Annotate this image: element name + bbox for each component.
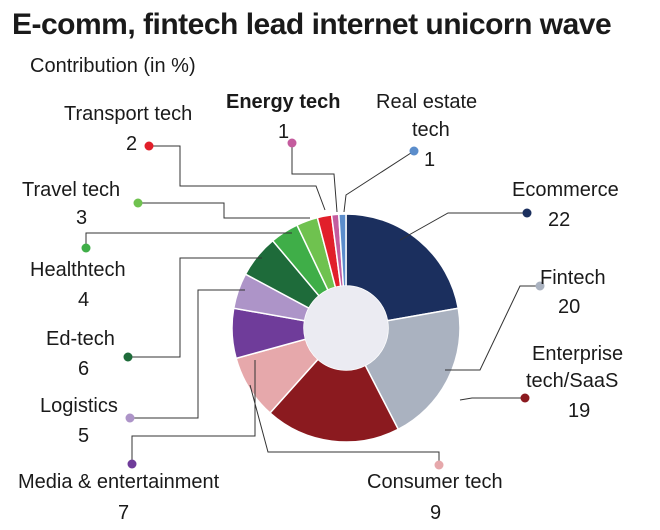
legend-dot-healthtech	[81, 243, 91, 253]
slice-label-healthtech: Healthtech	[30, 259, 126, 281]
slice-label-real-estate-tech: Real estate	[376, 91, 477, 113]
slice-label-travel-tech: Travel tech	[22, 179, 120, 201]
leader-line-media-entertainment	[131, 360, 256, 464]
slice-label-logistics: Logistics	[40, 395, 118, 417]
legend-dot-media-entertainment	[127, 459, 137, 469]
slice-label-ed-tech: Ed-tech	[46, 328, 115, 350]
leader-line-ecommerce	[399, 212, 527, 241]
slice-label-enterprise-tech-saas: Enterprise	[532, 343, 623, 365]
legend-dot-ed-tech	[123, 352, 133, 362]
slice-label-consumer-tech: Consumer tech	[367, 471, 503, 493]
slice-label-media-entertainment: Media & entertainment	[18, 471, 220, 493]
leader-line-travel-tech	[138, 202, 310, 219]
chart-subtitle: Contribution (in %)	[30, 55, 196, 77]
slice-value-healthtech: 4	[78, 289, 89, 311]
slice-value-travel-tech: 3	[76, 207, 87, 229]
slice-label-fintech: Fintech	[540, 267, 606, 289]
slice-label-energy-tech: Energy tech	[226, 91, 340, 113]
slice-value-energy-tech: 1	[278, 121, 289, 143]
slice-label-enterprise-tech-saas: tech/SaaS	[526, 370, 618, 392]
legend-dot-fintech	[535, 281, 545, 291]
slice-value-fintech: 20	[558, 296, 580, 318]
leader-line-consumer-tech	[249, 384, 440, 465]
leader-line-transport-tech	[149, 145, 326, 211]
slice-value-real-estate-tech: 1	[424, 149, 435, 171]
donut-hole	[304, 286, 388, 370]
leader-line-logistics	[130, 289, 245, 419]
slice-value-logistics: 5	[78, 425, 89, 447]
slice-label-transport-tech: Transport tech	[64, 103, 192, 125]
slice-value-enterprise-tech-saas: 19	[568, 400, 590, 422]
slice-value-ed-tech: 6	[78, 358, 89, 380]
leader-line-enterprise-tech-saas	[459, 397, 525, 401]
slice-value-transport-tech: 2	[126, 133, 137, 155]
legend-dot-transport-tech	[144, 141, 154, 151]
legend-dot-consumer-tech	[434, 460, 444, 470]
slice-label-ecommerce: Ecommerce	[512, 179, 619, 201]
legend-dot-real-estate-tech	[409, 146, 419, 156]
legend-dot-energy-tech	[287, 138, 297, 148]
leader-line-healthtech	[85, 232, 292, 248]
legend-dot-enterprise-tech-saas	[520, 393, 530, 403]
legend-dot-ecommerce	[522, 208, 532, 218]
leader-line-energy-tech	[291, 143, 338, 213]
chart-title: E-comm, fintech lead internet unicorn wa…	[12, 8, 612, 41]
legend-dot-travel-tech	[133, 198, 143, 208]
slice-value-consumer-tech: 9	[430, 502, 441, 524]
legend-dot-logistics	[125, 413, 135, 423]
leader-line-real-estate-tech	[343, 150, 415, 213]
slice-value-ecommerce: 22	[548, 209, 570, 231]
slice-label-real-estate-tech: tech	[412, 119, 450, 141]
leader-line-fintech	[445, 285, 540, 371]
slice-value-media-entertainment: 7	[118, 502, 129, 524]
leader-line-ed-tech	[128, 257, 262, 358]
